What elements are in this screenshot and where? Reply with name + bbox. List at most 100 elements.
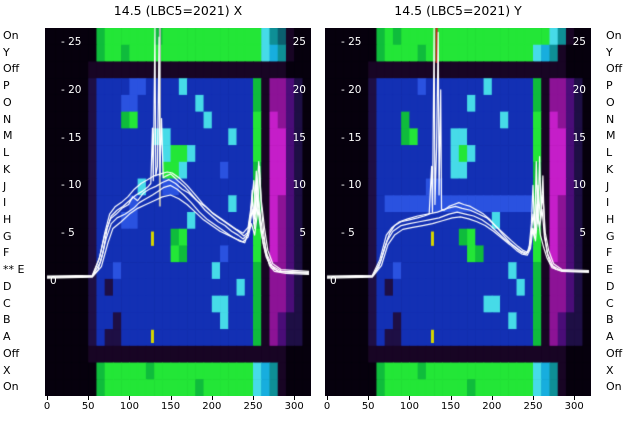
y-tick-label-left: - 20	[61, 83, 82, 96]
row-label-c-left: C	[3, 296, 11, 310]
x-tick-label: 150	[161, 401, 181, 412]
row-label-off-left: Off	[3, 62, 20, 76]
y-tick-label-left: - 25	[61, 36, 82, 48]
y-tick-label-left: - 20	[341, 83, 362, 96]
row-label-y-right: Y	[606, 45, 613, 59]
row-label-l-left: L	[3, 146, 10, 160]
x-tick-mark	[47, 396, 48, 400]
row-label-n-left: N	[3, 112, 12, 126]
y-tick-label-right: 10	[572, 179, 586, 192]
x-tick-label: 0	[323, 401, 331, 412]
row-label-d-left: D	[3, 279, 12, 293]
y-tick-label-left: - 10	[341, 179, 362, 192]
row-label-n-right: N	[606, 112, 615, 126]
left-axis-labels: On Y Off P O N M L K J I H G F ** E D C B A Off X On	[3, 0, 45, 440]
y-tick-label-right: 5	[299, 227, 306, 240]
x-tick-label: 250	[243, 401, 263, 412]
x-axis-panel-y: 0 50 100 150 200 250 300	[324, 396, 591, 422]
y-tick-label-left: - 25	[341, 36, 362, 48]
row-label-a-right: A	[606, 330, 614, 344]
panel-y: - 25 25 - 20 20 - 15 15 - 10 10 - 5 5 0	[325, 28, 591, 396]
y-tick-label-right: 10	[292, 179, 306, 192]
x-tick-mark	[574, 396, 576, 400]
row-label-e-right: E	[606, 263, 613, 277]
row-label-b-right: B	[606, 313, 614, 327]
y-tick-label-right: 15	[572, 131, 586, 144]
row-label-l-right: L	[606, 146, 613, 160]
x-tick-label: 300	[284, 401, 304, 412]
row-label-on-left: On	[3, 29, 19, 42]
row-label-off-right: Off	[606, 62, 623, 76]
y-tick-label-right: 25	[292, 36, 306, 48]
row-label-f-left: F	[3, 246, 10, 260]
x-tick-mark	[294, 396, 296, 400]
x-tick-label: 0	[43, 401, 51, 412]
panel-y-title: 14.5 (LBC5=2021) Y	[394, 3, 522, 18]
x-tick-mark	[253, 396, 254, 400]
x-tick-mark	[211, 396, 213, 400]
row-label-off-right: Off	[606, 346, 623, 360]
row-label-h-right: H	[606, 213, 615, 226]
x-tick-label: 300	[564, 401, 584, 412]
row-label-j-left: J	[3, 179, 7, 193]
row-label-on-right: On	[606, 29, 622, 42]
row-label-g-left: G	[3, 229, 12, 243]
x-tick-mark	[533, 396, 534, 400]
x-tick-label: 50	[81, 401, 95, 412]
row-label-o-left: O	[3, 95, 12, 109]
x-tick-mark	[88, 396, 90, 400]
y-zero-label: 0	[330, 275, 337, 287]
panel-x-title: 14.5 (LBC5=2021) X	[113, 3, 243, 18]
row-label-j-right: J	[606, 179, 610, 193]
y-tick-label-right: 15	[292, 131, 306, 144]
row-label-m-left: M	[3, 129, 13, 143]
row-marker: **	[3, 263, 18, 277]
row-label-c-right: C	[606, 296, 614, 310]
x-tick-label: 100	[399, 401, 419, 412]
x-tick-mark	[170, 396, 172, 400]
row-label-p-left: P	[3, 79, 10, 93]
y-tick-label-left: - 5	[341, 227, 355, 240]
row-label-f-right: F	[606, 246, 613, 260]
heatmap-canvas-y	[325, 28, 591, 396]
y-tick-label-right: 5	[579, 227, 586, 240]
y-tick-label-right: 20	[572, 83, 586, 96]
row-label-o-right: O	[606, 95, 615, 109]
x-tick-label: 50	[361, 401, 375, 412]
row-label-off-left: Off	[3, 346, 20, 360]
y-zero-label: 0	[50, 275, 57, 287]
row-label-g-right: G	[606, 229, 615, 243]
row-label-d-right: D	[606, 279, 615, 293]
x-tick-mark	[368, 396, 370, 400]
y-tick-label-left: - 10	[61, 179, 82, 192]
right-axis-labels: On Y Off P O N M L K J I H G F E D C B A Off X On	[606, 0, 640, 440]
row-label-a-left: A	[3, 330, 11, 344]
row-label-b-left: B	[3, 313, 11, 327]
panel-x: - 25 25 - 20 20 - 15 15 - 10 10 - 5 5 0	[45, 28, 311, 396]
x-axis-panel-x: 0 50 100 150 200 250 300	[44, 396, 311, 422]
y-tick-label-right: 20	[292, 83, 306, 96]
x-tick-label: 250	[523, 401, 543, 412]
row-label-k-right: K	[606, 162, 614, 176]
heatmap-canvas-x	[45, 28, 311, 396]
row-label-i-right: I	[606, 196, 610, 210]
x-tick-label: 200	[482, 401, 502, 412]
row-label-k-left: K	[3, 162, 11, 176]
row-label-p-right: P	[606, 79, 613, 93]
row-label-on-right: On	[606, 380, 622, 394]
row-label-x-left: X	[3, 363, 11, 377]
x-tick-mark	[491, 396, 493, 400]
row-label-x-right: X	[606, 363, 614, 377]
y-tick-label-right: 25	[572, 36, 586, 48]
x-tick-label: 100	[119, 401, 139, 412]
x-tick-label: 200	[202, 401, 222, 412]
row-label-h-left: H	[3, 213, 12, 226]
row-label-e-left: ** E	[3, 263, 25, 277]
x-tick-mark	[327, 396, 328, 400]
x-tick-mark	[409, 396, 411, 400]
y-tick-label-left: - 15	[341, 131, 362, 144]
y-tick-label-left: - 15	[61, 131, 82, 144]
row-label-y-left: Y	[3, 45, 10, 59]
row-label-i-left: I	[3, 196, 7, 210]
x-tick-label: 150	[441, 401, 461, 412]
